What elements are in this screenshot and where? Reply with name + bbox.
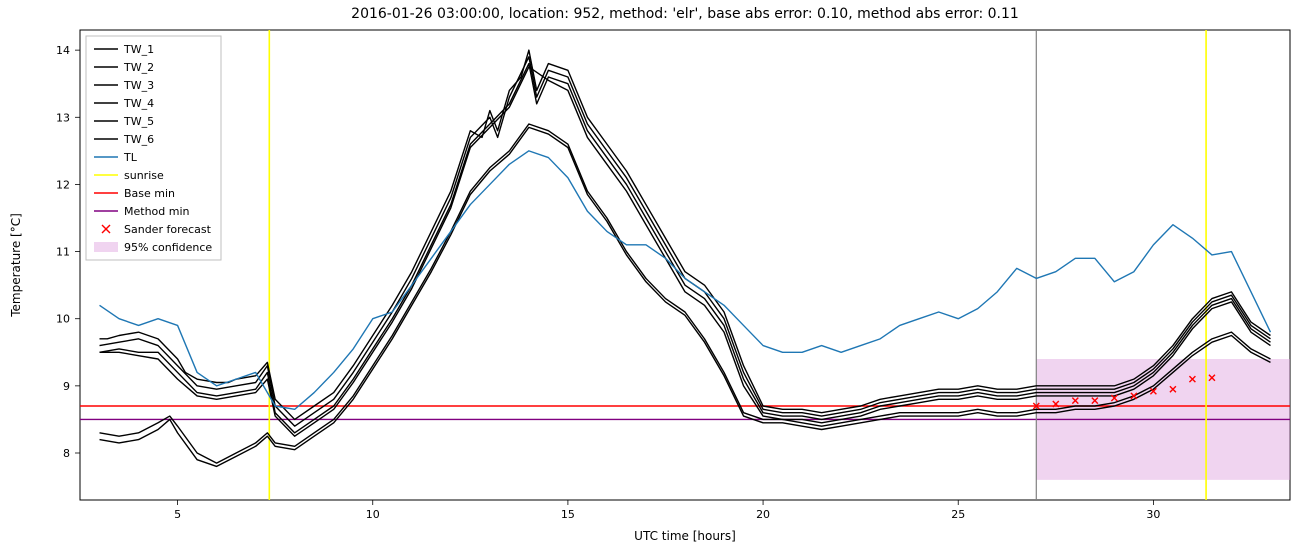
legend-label: 95% confidence [124,241,212,254]
chart-svg: 5 10 15 20 25 30 8 9 10 11 12 13 14 UTC time [hours] T… [0,0,1311,547]
ytick-label: 9 [63,380,70,393]
xtick-label: 10 [366,508,380,521]
ytick-label: 14 [56,44,70,57]
legend-label: sunrise [124,169,164,182]
legend-label: Sander forecast [124,223,212,236]
legend-label: TW_4 [123,97,154,110]
legend-label: TW_2 [123,61,154,74]
ytick-label: 11 [56,246,70,259]
ylabel: Temperature [°C] [9,213,23,318]
chart-title: 2016-01-26 03:00:00, location: 952, meth… [351,6,1019,22]
xlabel: UTC time [hours] [634,529,736,543]
xtick-label: 30 [1146,508,1160,521]
ytick-label: 13 [56,111,70,124]
chart-container: 5 10 15 20 25 30 8 9 10 11 12 13 14 UTC time [hours] T… [0,0,1311,547]
legend-label: TW_5 [123,115,154,128]
legend-label: TW_3 [123,79,154,92]
ytick-label: 12 [56,178,70,191]
xtick-label: 20 [756,508,770,521]
legend-label: TW_1 [123,43,154,56]
legend-swatch-patch [94,242,118,252]
xtick-label: 5 [174,508,181,521]
legend-label: Base min [124,187,175,200]
legend-label: Method min [124,205,190,218]
ytick-label: 10 [56,313,70,326]
legend-label: TL [123,151,138,164]
xtick-label: 25 [951,508,965,521]
legend-label: TW_6 [123,133,154,146]
ytick-label: 8 [63,447,70,460]
xtick-label: 15 [561,508,575,521]
